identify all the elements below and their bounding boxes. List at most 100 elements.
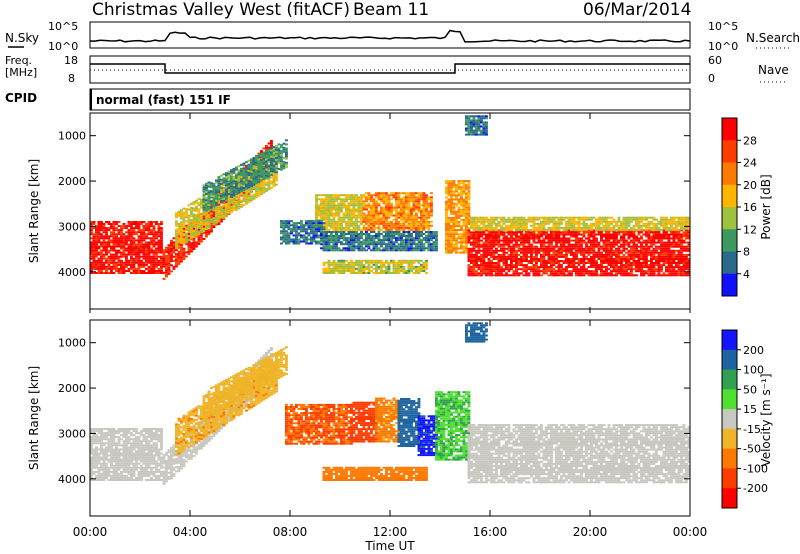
power-cell <box>550 249 553 252</box>
power-cell <box>360 231 363 233</box>
power-cell <box>410 192 413 195</box>
power-cell <box>482 253 486 256</box>
power-cell <box>377 194 381 197</box>
power-cell <box>180 256 183 259</box>
power-cell <box>137 237 141 240</box>
power-cell <box>420 224 423 227</box>
power-cell <box>170 254 173 257</box>
power-cell <box>340 226 343 229</box>
power-cell <box>482 241 486 244</box>
power-cell <box>145 257 148 260</box>
power-cell <box>462 212 466 215</box>
power-cell <box>382 202 386 205</box>
power-cell <box>347 202 351 205</box>
power-cell <box>340 233 343 235</box>
power-cell <box>327 206 331 209</box>
power-cell <box>500 258 503 260</box>
power-cell <box>195 245 198 248</box>
power-cell <box>445 212 448 215</box>
power-cell <box>152 243 156 246</box>
power-cell <box>465 247 468 250</box>
power-cell <box>370 265 373 268</box>
power-cell <box>427 228 431 231</box>
power-cell <box>405 237 408 240</box>
power-cell <box>465 200 468 203</box>
power-cell <box>132 257 136 260</box>
power-cell <box>485 233 488 236</box>
power-cell <box>270 182 273 185</box>
power-cell <box>347 206 351 209</box>
power-cell <box>380 245 383 248</box>
power-cell <box>447 241 451 244</box>
power-cell <box>427 210 431 213</box>
power-cell <box>270 157 273 160</box>
power-cell <box>90 265 93 268</box>
power-cell <box>295 228 298 231</box>
power-cell <box>352 202 356 205</box>
power-cell <box>157 263 161 266</box>
power-cell <box>152 235 156 238</box>
power-cell <box>500 255 503 258</box>
power-cell <box>240 184 243 187</box>
power-cell <box>267 171 271 174</box>
power-cell <box>425 206 428 209</box>
power-cell <box>262 153 266 156</box>
power-cell <box>550 262 553 264</box>
power-cell <box>345 259 348 262</box>
power-cell <box>447 233 451 236</box>
power-cell <box>272 162 276 165</box>
power-cell <box>200 221 203 223</box>
power-cell <box>562 270 566 273</box>
power-cell <box>345 214 348 217</box>
power-cell <box>332 202 336 205</box>
power-cell <box>390 228 393 231</box>
power-cell <box>337 247 341 250</box>
power-cell <box>380 220 383 223</box>
power-cell <box>245 183 248 186</box>
power-cell <box>407 208 411 211</box>
power-cell <box>150 241 153 244</box>
power-cell <box>180 223 183 226</box>
power-cell <box>110 225 113 228</box>
power-cell <box>372 226 376 229</box>
power-cell <box>327 198 331 201</box>
power-cell <box>495 249 498 252</box>
power-cell <box>225 172 228 174</box>
power-cell <box>192 201 196 204</box>
power-cell <box>255 169 258 172</box>
power-cell <box>390 202 393 205</box>
nsky-label: N.Sky <box>5 31 39 45</box>
power-cell <box>455 194 458 197</box>
power-cell <box>242 180 246 183</box>
power-cell <box>150 263 153 266</box>
power-cell <box>365 226 368 229</box>
power-cell <box>385 214 388 217</box>
power-cell <box>467 186 471 189</box>
power-cell <box>322 224 326 227</box>
power-cell <box>332 272 336 274</box>
power-cell <box>160 241 163 244</box>
power-cell <box>467 227 471 230</box>
power-cell <box>470 253 473 256</box>
power-cell <box>137 259 141 262</box>
power-cell <box>402 204 406 207</box>
power-cell <box>270 176 273 179</box>
power-cell <box>427 233 431 235</box>
power-cell <box>495 251 498 254</box>
power-cell <box>90 247 93 250</box>
power-cell <box>420 228 423 231</box>
power-cell <box>405 241 408 244</box>
power-cell <box>392 245 396 248</box>
power-cell <box>397 243 401 246</box>
power-cell <box>165 246 168 249</box>
power-cell <box>117 231 121 234</box>
power-cell <box>202 225 206 228</box>
power-cell <box>327 237 331 240</box>
power-cell <box>367 245 371 248</box>
power-cell <box>167 250 171 253</box>
power-cell <box>112 225 116 228</box>
power-cell <box>562 255 566 258</box>
power-cell <box>360 265 363 268</box>
power-cell <box>547 237 551 240</box>
power-cell <box>252 185 256 188</box>
